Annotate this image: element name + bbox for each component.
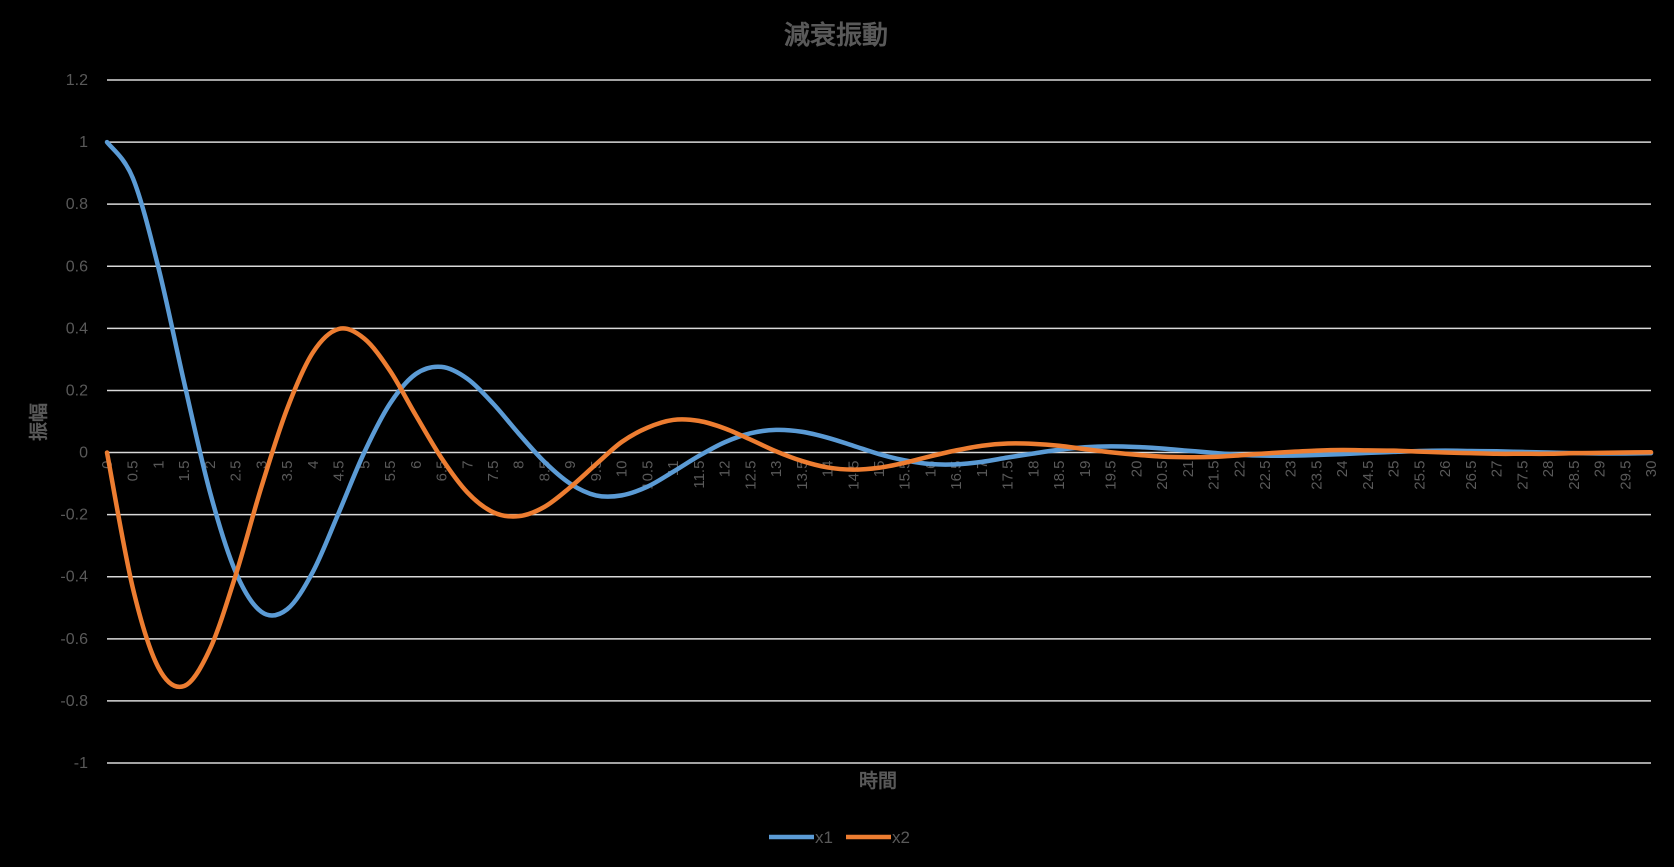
x-tick-label: 15.5 <box>897 461 914 490</box>
x-axis-title: 時間 <box>859 770 897 792</box>
x-tick-label: 8 <box>511 461 528 469</box>
chart-title: 減衰振動 <box>784 20 888 51</box>
x-tick-label: 12.5 <box>742 461 759 490</box>
x-tick-label: 18 <box>1025 461 1042 478</box>
x-tick-label: 17.5 <box>1000 461 1017 490</box>
plot-series <box>104 139 1654 690</box>
legend-label-x1: x1 <box>815 828 833 847</box>
y-tick-label: 1 <box>79 134 88 151</box>
x-tick-label: 25 <box>1386 461 1403 478</box>
x-tick-label: 26.5 <box>1463 461 1480 490</box>
x-tick-label: 24.5 <box>1360 461 1377 490</box>
y-tick-label: 0.2 <box>66 382 88 399</box>
y-axis-ticks: -1 -0.8 -0.6 -0.4 -0.2 0 0.2 0.4 0.6 0.8 1 1.2 <box>60 72 88 772</box>
y-tick-label: -1 <box>74 755 88 772</box>
x-tick-label: 19 <box>1077 461 1094 478</box>
x-tick-label: 2.5 <box>228 461 245 482</box>
x-tick-label: 7 <box>459 461 476 469</box>
x-tick-label: 17 <box>974 461 991 478</box>
y-tick-label: -0.8 <box>60 693 88 710</box>
series-line-x2 <box>104 326 1654 690</box>
y-tick-label: -0.6 <box>60 631 88 648</box>
x-tick-label: 0.5 <box>125 461 142 482</box>
x-tick-label: 13 <box>768 461 785 478</box>
series-line-x1 <box>104 139 1654 618</box>
x-tick-label: 29 <box>1592 461 1609 478</box>
legend-label-x2: x2 <box>892 828 910 847</box>
x-tick-label: 1.5 <box>176 461 193 482</box>
x-tick-label: 27 <box>1489 461 1506 478</box>
x-tick-label: 22.5 <box>1257 461 1274 490</box>
x-tick-label: 25.5 <box>1411 461 1428 490</box>
legend: x1 x2 <box>769 828 910 847</box>
x-tick-label: 4.5 <box>331 461 348 482</box>
x-tick-label: 20.5 <box>1154 461 1171 490</box>
x-tick-label: 21.5 <box>1206 461 1223 490</box>
y-tick-label: -0.4 <box>60 569 88 586</box>
x-tick-label: 22 <box>1231 461 1248 478</box>
x-tick-label: 3.5 <box>279 461 296 482</box>
x-tick-label: 4 <box>305 461 322 469</box>
x-tick-label: 24 <box>1334 461 1351 478</box>
x-tick-label: 14.5 <box>845 461 862 490</box>
x-tick-label: 21 <box>1180 461 1197 478</box>
x-tick-label: 3 <box>253 461 270 469</box>
gridlines <box>107 79 1651 764</box>
x-tick-label: 23 <box>1283 461 1300 478</box>
x-tick-label: 20 <box>1128 461 1145 478</box>
x-tick-label: 9 <box>562 461 579 469</box>
x-tick-label: 28 <box>1540 461 1557 478</box>
x-tick-label: 26 <box>1437 461 1454 478</box>
y-tick-label: 0 <box>79 445 88 462</box>
y-tick-label: 0.6 <box>66 258 88 275</box>
x-tick-label: 28.5 <box>1566 461 1583 490</box>
x-tick-label: 11.5 <box>691 461 708 489</box>
y-tick-label: 0.4 <box>66 320 88 337</box>
x-tick-label: 16.5 <box>948 461 965 490</box>
x-tick-label: 29.5 <box>1617 461 1634 490</box>
x-tick-label: 18.5 <box>1051 461 1068 490</box>
x-tick-label: 19.5 <box>1103 461 1120 490</box>
x-tick-label: 10 <box>614 461 631 478</box>
x-axis-ticks: 0 0.5 1 1.5 2 2.5 3 3.5 4 4.5 5 5.5 6 6.5 7 7.5 8 8.5 9 9.5… <box>99 461 1660 490</box>
y-tick-label: 1.2 <box>66 72 88 89</box>
x-tick-label: 30 <box>1643 461 1660 478</box>
x-tick-label: 5 <box>356 461 373 469</box>
y-axis-title: 振幅 <box>27 403 50 441</box>
x-tick-label: 27.5 <box>1514 461 1531 490</box>
x-tick-label: 13.5 <box>794 461 811 490</box>
x-tick-label: 2 <box>202 461 219 469</box>
x-tick-label: 7.5 <box>485 461 502 482</box>
y-tick-label: -0.2 <box>60 507 88 524</box>
x-tick-label: 5.5 <box>382 461 399 482</box>
x-tick-label: 6 <box>408 461 425 469</box>
x-tick-label: 12 <box>717 461 734 478</box>
x-tick-label: 1 <box>150 461 167 469</box>
x-tick-label: 23.5 <box>1308 461 1325 490</box>
y-tick-label: 0.8 <box>66 196 88 213</box>
